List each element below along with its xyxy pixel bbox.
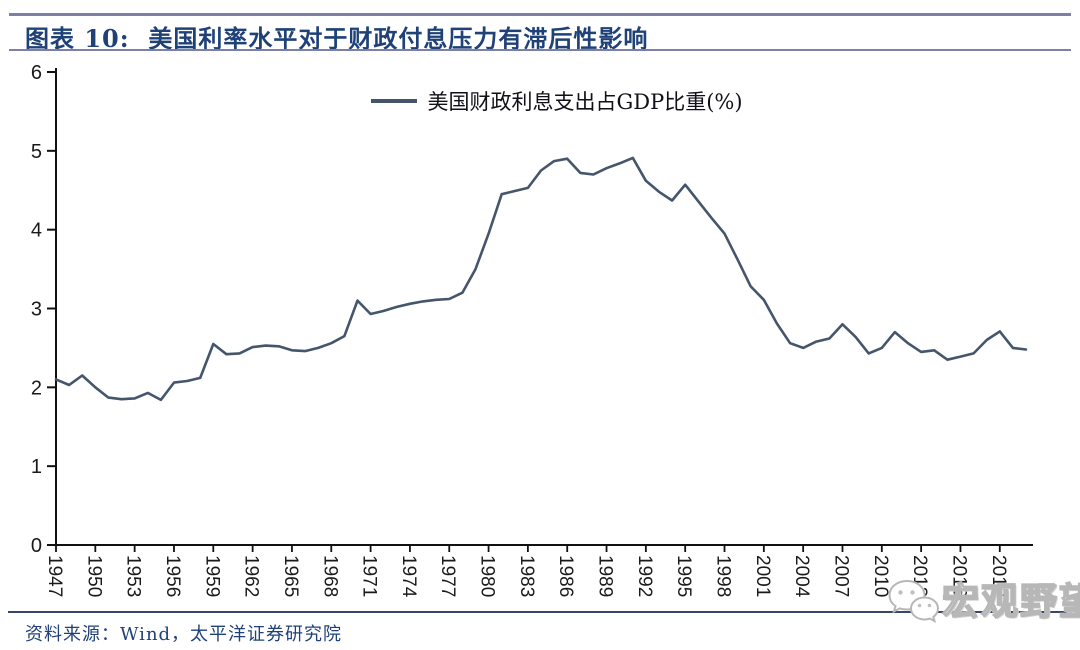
- legend-line-swatch: [371, 99, 418, 103]
- x-tick-label: 1992: [634, 555, 655, 597]
- y-tick-label: 0: [31, 535, 42, 557]
- x-tick-label: 1986: [555, 555, 576, 597]
- x-tick-label: 1995: [673, 555, 694, 597]
- x-tick-label: 1971: [359, 555, 380, 597]
- x-tick-label: 1947: [44, 555, 65, 597]
- x-tick-label: 1956: [162, 555, 183, 597]
- watermark-label: 宏观野望: [941, 578, 1080, 623]
- y-tick-label: 2: [31, 377, 42, 399]
- x-tick-label: 1974: [398, 555, 419, 598]
- chart-legend: 美国财政利息支出占GDP比重(%): [17, 86, 1080, 116]
- x-tick-label: 1962: [241, 555, 262, 597]
- x-tick-label: 2016: [949, 555, 970, 597]
- y-tick-label: 3: [31, 299, 42, 321]
- x-tick-label: 1968: [319, 555, 340, 597]
- x-tick-label: 1953: [123, 555, 144, 597]
- x-tick-label: 1980: [477, 555, 498, 597]
- y-tick-label: 1: [31, 456, 42, 478]
- chart-title: 图表 10: 美国利率水平对于财政付息压力有滞后性影响: [25, 24, 649, 53]
- footer-separator-rule: [8, 611, 1072, 613]
- x-tick-label: 2019: [988, 555, 1009, 597]
- title-underline-rule: [9, 49, 1071, 51]
- x-tick-label: 2010: [870, 555, 891, 597]
- wechat-logo-icon: [888, 579, 940, 624]
- x-tick-label: 1983: [516, 555, 537, 597]
- x-tick-label: 1950: [83, 555, 104, 597]
- x-tick-label: 2004: [791, 555, 812, 598]
- x-tick-label: 1959: [201, 555, 222, 597]
- x-tick-label: 2001: [752, 555, 773, 597]
- data-line: [54, 156, 1028, 402]
- axes: [55, 68, 1033, 546]
- watermark: 宏观野望: [886, 577, 1080, 625]
- source-note: 资料来源：Wind，太平洋证券研究院: [25, 624, 343, 645]
- x-tick-label: 1989: [595, 555, 616, 597]
- x-tick-label: 1965: [280, 555, 301, 597]
- x-tick-label: 1977: [437, 555, 458, 597]
- y-tick-label: 5: [31, 141, 42, 163]
- x-tick-label: 1998: [713, 555, 734, 597]
- legend-series-label: 美国财政利息支出占GDP比重(%): [427, 90, 743, 114]
- x-tick-label: 2007: [831, 555, 852, 597]
- y-tick-label: 6: [31, 62, 42, 84]
- y-tick-label: 4: [31, 220, 42, 242]
- top-accent-rule: [9, 13, 1071, 16]
